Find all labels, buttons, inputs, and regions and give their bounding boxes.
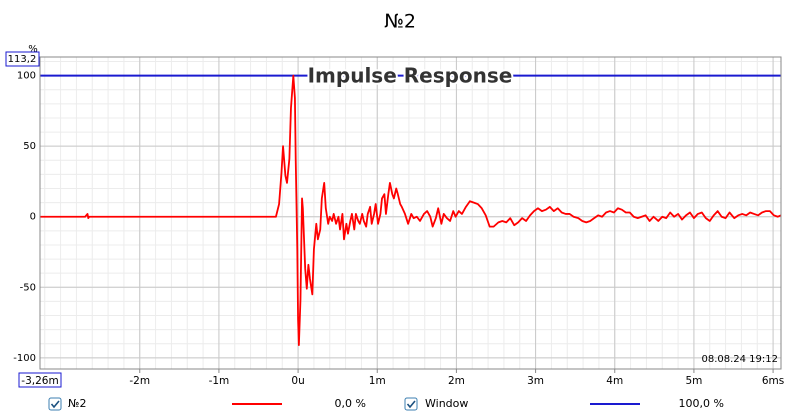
x-tick-label: 3m (527, 375, 544, 387)
legend: №2 0,0 % Window 100,0 % (48, 397, 724, 411)
y-tick-label: 50 (23, 141, 36, 152)
x-tick-label: 0u (291, 375, 304, 387)
plot-title: Impulse Response (308, 64, 513, 88)
y-unit: % (28, 44, 38, 55)
chart-title: №2 (384, 11, 416, 33)
x-tick-label: 1m (369, 375, 386, 387)
checkmark (50, 400, 60, 409)
checkmark (406, 400, 416, 409)
y-tick-label: -50 (20, 282, 36, 293)
checkbox[interactable] (48, 397, 62, 411)
x-tick-label: 2m (448, 375, 465, 387)
y-limit-label: 113,2 (8, 54, 37, 65)
x-limit-label: -3,26m (21, 375, 58, 387)
y-tick-label: 100 (17, 71, 36, 82)
ticks: -3,26m -2m -1m 0u 1m 2m 3m 4m 5m 6ms 113,2 100 50 0 -5… (5, 51, 784, 388)
checkbox[interactable] (404, 397, 418, 411)
x-tick-label: -1m (209, 375, 230, 387)
x-tick-label: 6ms (762, 375, 784, 387)
timestamp: 08.08.24 19:12 (701, 354, 778, 365)
x-tick-label: -2m (129, 375, 150, 387)
x-tick-label: 4m (606, 375, 623, 387)
legend-readout: 0,0 % (335, 397, 366, 410)
x-tick-label: 5m (685, 375, 702, 387)
plot-frame (39, 56, 782, 370)
legend-readout: 100,0 % (679, 397, 724, 410)
limit-box (18, 372, 62, 388)
y-tick-label: -100 (13, 353, 36, 364)
y-tick-label: 0 (30, 212, 36, 223)
plot-lines (40, 74, 782, 347)
legend-label: №2 (68, 397, 86, 410)
series-line (40, 74, 782, 347)
limit-box (5, 51, 40, 67)
legend-label: Window (425, 397, 468, 410)
